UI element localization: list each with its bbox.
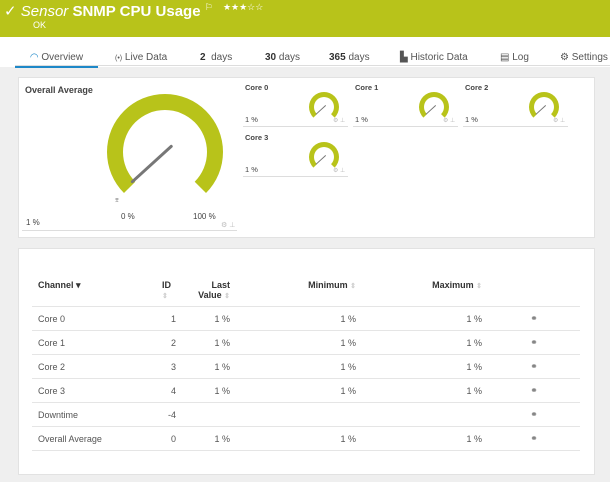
status-text: OK bbox=[33, 20, 47, 30]
channel-settings-icon[interactable]: ⚭ bbox=[488, 426, 580, 451]
divider bbox=[243, 176, 348, 177]
sort-icon: ⇕ bbox=[162, 293, 168, 300]
check-icon: ✓ bbox=[4, 3, 17, 20]
gauge-arc bbox=[107, 94, 223, 194]
overall-value: 1 % bbox=[26, 218, 40, 227]
divider bbox=[463, 126, 568, 127]
sort-icon: ⇕ bbox=[224, 293, 230, 300]
core-gauge bbox=[529, 92, 559, 118]
tab-365-days[interactable]: 365 days bbox=[329, 52, 370, 63]
sensor-header: ✓ Sensor SNMP CPU Usage ⚐ ★★★☆☆ OK bbox=[0, 0, 610, 37]
gauge-arc bbox=[309, 142, 339, 168]
tab-overview[interactable]: ◠ Overview bbox=[15, 52, 98, 68]
divider bbox=[22, 230, 237, 231]
table-row[interactable]: Core 3 4 1 % 1 % 1 % ⚭ bbox=[32, 378, 580, 403]
core-gauge bbox=[419, 92, 449, 118]
core-title: Core 0 bbox=[245, 83, 269, 92]
gauge-arc bbox=[529, 92, 559, 118]
tab-30-days[interactable]: 30 days bbox=[265, 52, 301, 63]
gauge-needle bbox=[315, 105, 326, 115]
tab-log[interactable]: ▤ Log bbox=[500, 52, 529, 63]
divider bbox=[353, 126, 458, 127]
core-gauge bbox=[309, 92, 339, 118]
gauge-settings-icon[interactable]: ⚙ ⊥ bbox=[553, 118, 566, 124]
tab-settings[interactable]: ⚙ Settings bbox=[560, 52, 608, 63]
gauge-settings-icon[interactable]: ⚙ ⊥ bbox=[333, 168, 346, 174]
core-title: Core 2 bbox=[465, 83, 489, 92]
priority-stars[interactable]: ★★★☆☆ bbox=[222, 2, 264, 12]
table-row[interactable]: Core 1 2 1 % 1 % 1 % ⚭ bbox=[32, 330, 580, 355]
sort-icon: ⇕ bbox=[476, 283, 482, 290]
col-channel[interactable]: Channel ▾ bbox=[32, 276, 142, 307]
sensor-title: ✓ Sensor SNMP CPU Usage ⚐ ★★★☆☆ bbox=[4, 2, 264, 20]
gauge-min-label: 0 % bbox=[121, 212, 135, 221]
gauge-settings-icon[interactable]: ⚙ ⊥ bbox=[443, 118, 456, 124]
gauge-settings-icon[interactable]: ⚙ ⊥ bbox=[221, 222, 236, 229]
core-value: 1 % bbox=[465, 115, 478, 124]
core-value: 1 % bbox=[245, 165, 258, 174]
gear-icon: ⚙ bbox=[560, 52, 569, 63]
core-value: 1 % bbox=[355, 115, 368, 124]
core-title: Core 3 bbox=[245, 133, 269, 142]
table-row[interactable]: Downtime -4 ⚭ bbox=[32, 402, 580, 427]
channels-table: Channel ▾ ID ⇕ Last Value ⇕ Minimum ⇕ Max… bbox=[32, 276, 580, 451]
log-icon: ▤ bbox=[500, 52, 510, 63]
col-id[interactable]: ID ⇕ bbox=[142, 276, 182, 307]
tab-bar: ◠ Overview (•) Live Data 2 days 30 days … bbox=[0, 37, 610, 68]
gauge-icon: ◠ bbox=[29, 52, 39, 63]
col-actions bbox=[488, 276, 580, 307]
gauge-settings-icon[interactable]: ⚙ ⊥ bbox=[333, 118, 346, 124]
overall-title: Overall Average bbox=[25, 85, 93, 95]
gauge-needle bbox=[535, 105, 546, 115]
chart-icon: ▙ bbox=[400, 52, 408, 63]
channel-settings-icon[interactable]: ⚭ bbox=[488, 354, 580, 379]
tab-historic-data[interactable]: ▙ Historic Data bbox=[400, 52, 468, 63]
overall-gauge bbox=[107, 94, 223, 194]
gauge-needle bbox=[425, 105, 436, 115]
tab-divider bbox=[15, 65, 610, 66]
gauge-needle bbox=[315, 155, 326, 165]
divider bbox=[243, 126, 348, 127]
table-row[interactable]: Overall Average 0 1 % 1 % 1 % ⚭ bbox=[32, 426, 580, 451]
tab-2-days[interactable]: 2 days bbox=[200, 52, 233, 63]
flag-icon[interactable]: ⚐ bbox=[204, 2, 213, 12]
gauge-max-label: 100 % bbox=[193, 212, 216, 221]
table-row[interactable]: Core 2 3 1 % 1 % 1 % ⚭ bbox=[32, 354, 580, 379]
gauge-arc bbox=[309, 92, 339, 118]
channel-settings-icon[interactable]: ⚭ bbox=[488, 330, 580, 355]
core-value: 1 % bbox=[245, 115, 258, 124]
col-minimum[interactable]: Minimum ⇕ bbox=[236, 276, 362, 307]
core-gauge bbox=[309, 142, 339, 168]
col-last-value[interactable]: Last Value ⇕ bbox=[182, 276, 236, 307]
pin-icon: ⌆ bbox=[114, 197, 120, 204]
channel-settings-icon[interactable]: ⚭ bbox=[488, 402, 580, 427]
channel-settings-icon[interactable]: ⚭ bbox=[488, 378, 580, 403]
broadcast-icon: (•) bbox=[115, 55, 123, 62]
gauge-needle bbox=[130, 144, 173, 184]
sort-icon: ⇕ bbox=[350, 283, 356, 290]
col-maximum[interactable]: Maximum ⇕ bbox=[362, 276, 488, 307]
gauge-arc bbox=[419, 92, 449, 118]
channel-settings-icon[interactable]: ⚭ bbox=[488, 306, 580, 331]
tab-live-data[interactable]: (•) Live Data bbox=[115, 52, 168, 63]
core-title: Core 1 bbox=[355, 83, 379, 92]
table-row[interactable]: Core 0 1 1 % 1 % 1 % ⚭ bbox=[32, 306, 580, 331]
